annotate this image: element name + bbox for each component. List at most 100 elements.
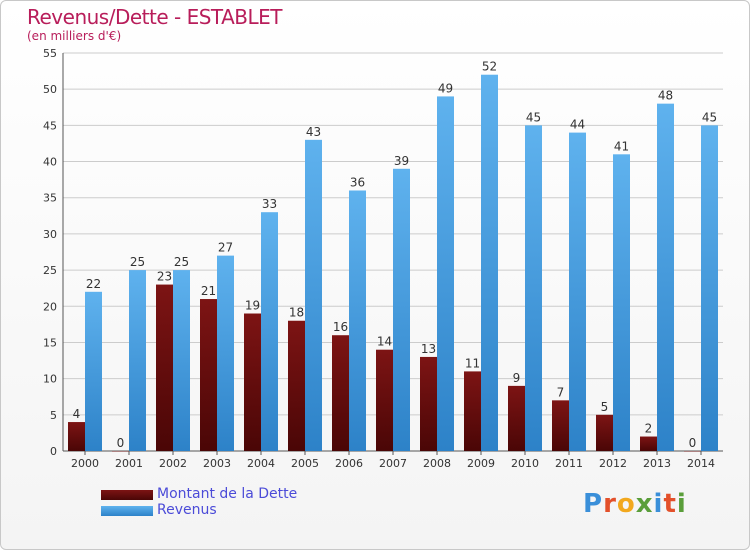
revenue-value-label: 52 xyxy=(482,60,497,74)
debt-value-label: 21 xyxy=(201,284,216,298)
x-tick-label: 2003 xyxy=(203,457,231,470)
debt-bar xyxy=(376,349,393,451)
revenue-bar xyxy=(85,291,102,451)
legend-label-revenue: Revenus xyxy=(157,502,217,518)
revenue-value-label: 45 xyxy=(526,110,541,124)
y-tick-label: 20 xyxy=(43,300,57,313)
debt-value-label: 9 xyxy=(513,371,521,385)
revenue-value-label: 36 xyxy=(350,175,365,189)
revenue-bar xyxy=(701,125,718,451)
debt-value-label: 4 xyxy=(73,407,81,421)
x-tick-label: 2000 xyxy=(71,457,99,470)
x-tick-label: 2002 xyxy=(159,457,187,470)
revenue-value-label: 45 xyxy=(702,110,717,124)
revenue-bar xyxy=(613,154,630,452)
debt-value-label: 23 xyxy=(157,270,172,284)
y-tick-label: 40 xyxy=(43,156,57,169)
logo-letter: r xyxy=(603,489,617,519)
revenue-value-label: 33 xyxy=(262,197,277,211)
revenue-bar xyxy=(393,168,410,452)
revenue-value-label: 48 xyxy=(658,89,673,103)
logo-letter: o xyxy=(616,489,636,519)
y-tick-label: 5 xyxy=(50,409,57,422)
x-tick-label: 2007 xyxy=(379,457,407,470)
proxiti-logo: Proxiti xyxy=(583,489,687,519)
debt-bar xyxy=(112,451,129,452)
x-tick-label: 2012 xyxy=(599,457,627,470)
legend-swatch-debt xyxy=(101,490,153,500)
x-tick-label: 2005 xyxy=(291,457,319,470)
debt-value-label: 18 xyxy=(289,306,304,320)
debt-bar xyxy=(464,371,481,451)
debt-value-label: 0 xyxy=(117,436,125,450)
x-tick-label: 2001 xyxy=(115,457,143,470)
logo-letter: x xyxy=(635,489,654,519)
revenue-bar xyxy=(173,270,190,451)
revenue-value-label: 27 xyxy=(218,241,233,255)
logo-letter: i xyxy=(676,489,687,519)
x-tick-label: 2009 xyxy=(467,457,495,470)
revenue-bar xyxy=(657,103,674,452)
debt-value-label: 11 xyxy=(465,356,480,370)
debt-value-label: 13 xyxy=(421,342,436,356)
y-tick-label: 25 xyxy=(43,264,57,277)
chart-subtitle: (en milliers d'€) xyxy=(27,29,122,43)
debt-bar xyxy=(420,356,437,451)
revenue-bar xyxy=(437,96,454,451)
x-tick-label: 2011 xyxy=(555,457,583,470)
y-tick-label: 30 xyxy=(43,228,57,241)
x-tick-label: 2014 xyxy=(687,457,715,470)
debt-bar xyxy=(68,422,85,451)
debt-bar xyxy=(288,320,305,451)
logo-letter: i xyxy=(653,489,664,519)
revenue-value-label: 22 xyxy=(86,277,101,291)
debt-bar xyxy=(552,400,569,451)
legend-label-debt: Montant de la Dette xyxy=(157,486,298,502)
revenue-bar xyxy=(305,139,322,451)
revenue-value-label: 41 xyxy=(614,139,629,153)
revenue-value-label: 25 xyxy=(130,255,145,269)
debt-bar xyxy=(156,284,173,451)
revenue-bar xyxy=(217,255,234,451)
x-tick-label: 2004 xyxy=(247,457,275,470)
revenue-value-label: 44 xyxy=(570,118,585,132)
debt-value-label: 7 xyxy=(557,385,565,399)
revenue-value-label: 39 xyxy=(394,154,409,168)
logo-letter: t xyxy=(663,489,677,519)
debt-value-label: 0 xyxy=(689,436,697,450)
debt-value-label: 14 xyxy=(377,335,392,349)
debt-bar xyxy=(596,414,613,451)
y-tick-label: 50 xyxy=(43,83,57,96)
revenue-value-label: 49 xyxy=(438,81,453,95)
debt-value-label: 5 xyxy=(601,400,609,414)
revenue-value-label: 25 xyxy=(174,255,189,269)
debt-bar xyxy=(200,299,217,451)
y-tick-label: 0 xyxy=(50,445,57,458)
x-tick-label: 2008 xyxy=(423,457,451,470)
debt-value-label: 19 xyxy=(245,299,260,313)
revenue-bar xyxy=(525,125,542,451)
revenue-bar xyxy=(481,74,498,451)
legend-swatch-revenue xyxy=(101,506,153,516)
y-tick-label: 35 xyxy=(43,192,57,205)
revenue-bar xyxy=(129,270,146,451)
debt-bar xyxy=(332,335,349,451)
chart-title: Revenus/Dette - ESTABLET xyxy=(27,5,282,29)
x-tick-label: 2006 xyxy=(335,457,363,470)
revenue-value-label: 43 xyxy=(306,125,321,139)
revenue-bar xyxy=(569,132,586,451)
x-tick-label: 2010 xyxy=(511,457,539,470)
y-tick-label: 55 xyxy=(43,47,57,60)
debt-bar xyxy=(244,313,261,451)
y-tick-label: 10 xyxy=(43,373,57,386)
debt-value-label: 2 xyxy=(645,422,653,436)
y-tick-label: 45 xyxy=(43,119,57,132)
revenue-bar xyxy=(349,190,366,451)
logo-letter: P xyxy=(583,489,604,519)
revenue-bar xyxy=(261,212,278,451)
y-tick-label: 15 xyxy=(43,336,57,349)
debt-bar xyxy=(640,436,657,451)
debt-value-label: 16 xyxy=(333,320,348,334)
